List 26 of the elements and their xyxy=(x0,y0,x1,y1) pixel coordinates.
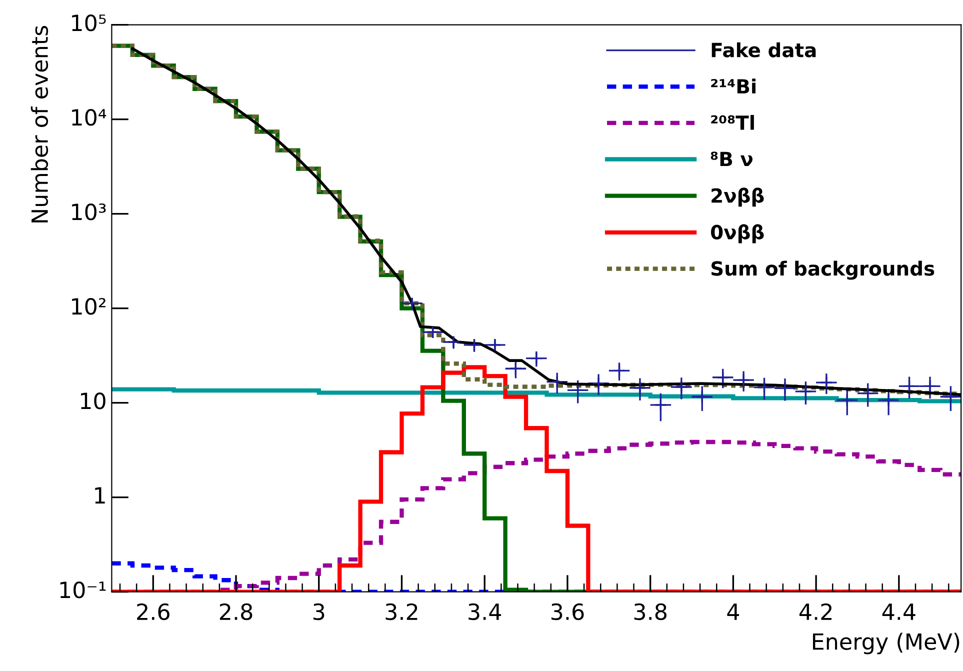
legend-label: 0νββ xyxy=(711,224,764,244)
legend-label: ⁸B ν xyxy=(710,152,753,166)
legend-label: Fake data xyxy=(712,42,816,58)
legend-label: ²¹⁴Bi xyxy=(711,78,756,94)
y-tick-label: 10⁴ xyxy=(72,108,106,126)
y-tick-label: 10⁻¹ xyxy=(60,581,106,598)
x-tick-label: 4.2 xyxy=(799,603,832,620)
y-tick-label: 10 xyxy=(81,392,106,410)
y-tick-label: 10⁵ xyxy=(72,14,106,32)
x-tick-label: 4.4 xyxy=(882,604,916,620)
legend-label: ²⁰⁸Tl xyxy=(711,114,754,130)
x-tick-label: 3 xyxy=(313,603,324,620)
x-tick-label: 2.6 xyxy=(137,603,170,620)
y-axis-title: Number of events xyxy=(30,26,48,222)
x-tick-label: 4 xyxy=(727,604,740,620)
x-axis-title: Energy (MeV) xyxy=(813,632,960,654)
legend-label: 2νββ xyxy=(712,188,764,207)
x-tick-label: 2.8 xyxy=(220,603,252,620)
y-tick-label: 10³ xyxy=(72,203,106,220)
y-tick-label: 1 xyxy=(95,487,105,504)
y-tick-label: 10² xyxy=(72,298,106,315)
x-tick-label: 3.2 xyxy=(386,603,418,620)
x-tick-label: 3.6 xyxy=(551,603,584,620)
x-tick-label: 3.8 xyxy=(634,603,666,620)
x-tick-label: 3.4 xyxy=(468,603,502,620)
legend-label: Sum of backgrounds xyxy=(711,260,934,280)
